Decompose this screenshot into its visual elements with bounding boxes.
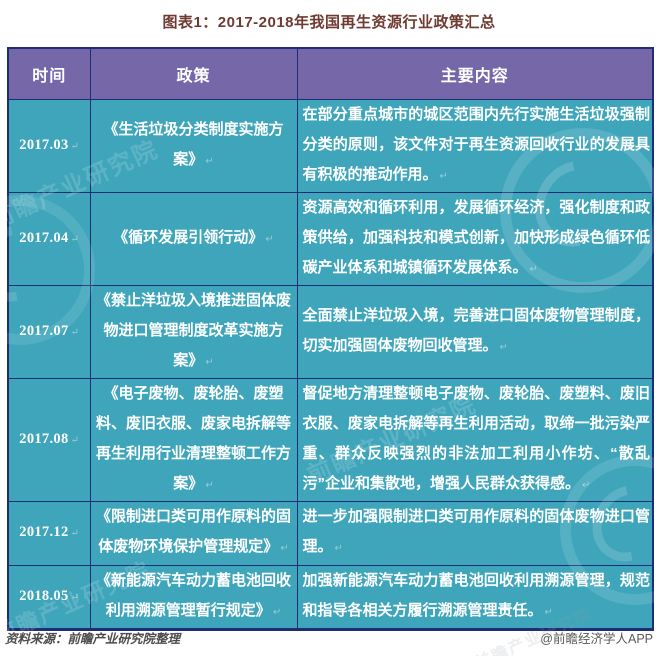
figure-footer: 资料来源：前瞻产业研究院整理 @前瞻经济学人APP bbox=[5, 628, 653, 647]
table-row: 2017.08 《电子废物、废轮胎、废塑料、废旧衣服、废家电拆解等再生利用行业清… bbox=[7, 377, 654, 502]
table-row: 2017.12 《限制进口类可用作原料的固体废物环境保护管理规定》 进一步加强限… bbox=[7, 500, 654, 566]
content-cell: 督促地方清理整顿电子废物、废轮胎、废塑料、废旧衣服、废家电拆解等再生利用活动，取… bbox=[296, 377, 654, 502]
policy-cell: 《电子废物、废轮胎、废塑料、废旧衣服、废家电拆解等再生利用行业清理整顿工作方案》 bbox=[89, 377, 298, 502]
time-cell: 2017.07 bbox=[7, 284, 91, 379]
content-cell: 进一步加强限制进口类可用作原料的固体废物进口管理。 bbox=[296, 500, 654, 566]
content-cell: 全面禁止洋垃圾入境，完善进口固体废物管理制度，切实加强固体废物回收管理。 bbox=[296, 284, 654, 379]
time-cell: 2017.04 bbox=[7, 191, 91, 286]
time-cell: 2017.03 bbox=[7, 98, 91, 193]
brand-credit: @前瞻经济学人APP bbox=[540, 632, 653, 646]
column-header-time: 时间 bbox=[7, 47, 91, 100]
time-cell: 2017.12 bbox=[7, 500, 91, 566]
table-header-row: 时间 政策 主要内容 bbox=[7, 47, 654, 100]
column-header-policy: 政策 bbox=[89, 47, 298, 100]
table-row: 2018.05 《新能源汽车动力蓄电池回收利用溯源管理暂行规定》 加强新能源汽车… bbox=[7, 564, 654, 630]
policy-table: 时间 政策 主要内容 2017.03 《生活垃圾分类制度实施方案》 在部分重点城… bbox=[7, 47, 654, 631]
content-cell: 加强新能源汽车动力蓄电池回收利用溯源管理，规范和指导各相关方履行溯源管理责任。 bbox=[296, 564, 654, 630]
content-cell: 资源高效和循环利用，发展循环经济，强化制度和政策供给，加强科技和模式创新，加快形… bbox=[296, 191, 654, 286]
table-row: 2017.03 《生活垃圾分类制度实施方案》 在部分重点城市的城区范围内先行实施… bbox=[7, 98, 654, 193]
source-note: 资料来源：前瞻产业研究院整理 bbox=[5, 632, 181, 646]
table-row: 2017.07 《禁止洋垃圾入境推进固体废物进口管理制度改革实施方案》 全面禁止… bbox=[7, 284, 654, 379]
policy-cell: 《新能源汽车动力蓄电池回收利用溯源管理暂行规定》 bbox=[89, 564, 298, 630]
content-cell: 在部分重点城市的城区范围内先行实施生活垃圾强制分类的原则，该文件对于再生资源回收… bbox=[296, 98, 654, 193]
policy-cell: 《禁止洋垃圾入境推进固体废物进口管理制度改革实施方案》 bbox=[89, 284, 298, 379]
column-header-content: 主要内容 bbox=[296, 47, 654, 100]
table-row: 2017.04 《循环发展引领行动》 资源高效和循环利用，发展循环经济，强化制度… bbox=[7, 191, 654, 286]
time-cell: 2017.08 bbox=[7, 377, 91, 502]
policy-cell: 《限制进口类可用作原料的固体废物环境保护管理规定》 bbox=[89, 500, 298, 566]
policy-cell: 《生活垃圾分类制度实施方案》 bbox=[89, 98, 298, 193]
policy-cell: 《循环发展引领行动》 bbox=[89, 191, 298, 286]
chart-title: 图表1：2017-2018年我国再生资源行业政策汇总 bbox=[162, 14, 496, 31]
time-cell: 2018.05 bbox=[7, 564, 91, 630]
